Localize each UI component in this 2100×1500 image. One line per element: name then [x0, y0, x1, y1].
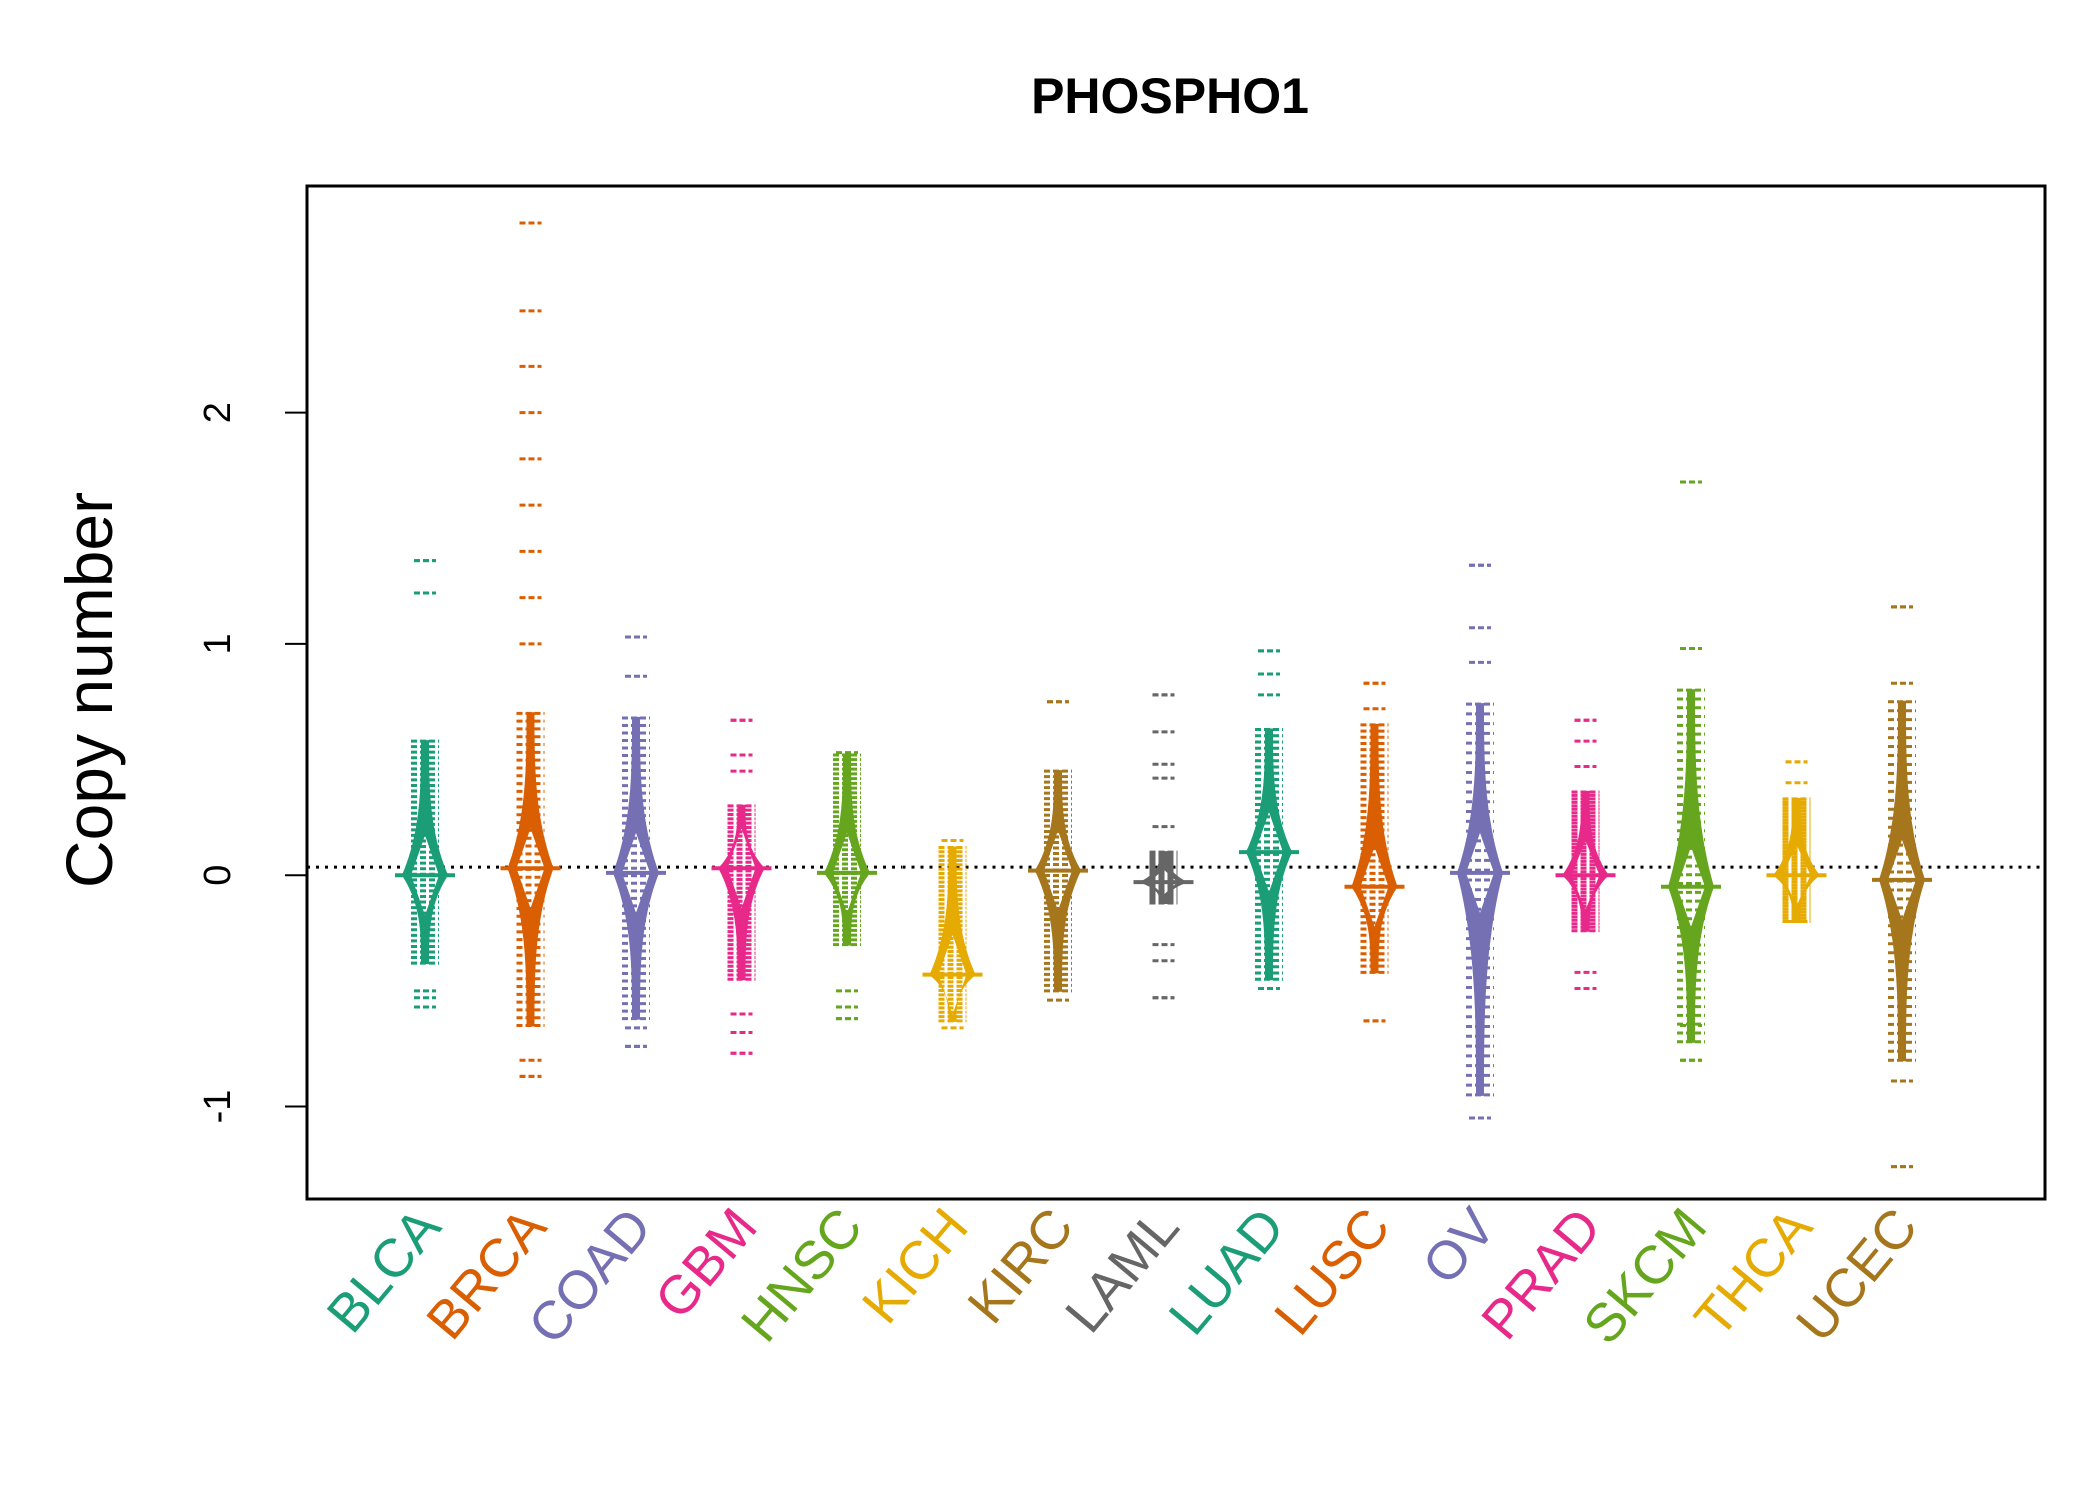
bean-brca — [500, 221, 561, 1078]
x-tick-label-ucec: UCEC — [1785, 1197, 1929, 1353]
y-tick-label: 2 — [197, 402, 239, 423]
y-tick-label: -1 — [197, 1090, 239, 1124]
bean-thca — [1766, 760, 1827, 923]
x-tick-label-lusc: LUSC — [1263, 1197, 1402, 1346]
x-tick-label-luad: LUAD — [1158, 1197, 1297, 1346]
bean-luad — [1239, 649, 1299, 991]
bean-prad — [1555, 718, 1616, 991]
bean-lusc — [1344, 681, 1405, 1023]
y-axis-label: Copy number — [52, 492, 126, 888]
bean-hnsc — [817, 751, 877, 1021]
plot-frame — [305, 184, 2047, 1201]
bean-kirc — [1028, 700, 1088, 1002]
bean-kich — [922, 839, 983, 1030]
x-tick-label-laml: LAML — [1054, 1197, 1191, 1344]
bean-ov — [1450, 563, 1510, 1120]
bean-ucec — [1872, 605, 1932, 1169]
bean-coad — [606, 635, 666, 1048]
y-tick-label: 1 — [197, 633, 239, 654]
y-tick-label: 0 — [197, 865, 239, 886]
bean-groups — [395, 221, 1932, 1169]
x-tick-label-kich: KICH — [851, 1197, 980, 1334]
x-tick-label-ov: OV — [1411, 1197, 1507, 1295]
chart-title: PHOSPHO1 — [1031, 68, 1309, 124]
bean-gbm — [711, 718, 772, 1055]
y-axis: -1 0 1 2 — [197, 402, 308, 1124]
bean-skcm — [1661, 480, 1721, 1062]
bean-blca — [395, 559, 455, 1009]
bean-laml — [1133, 693, 1194, 1000]
x-tick-label-hnsc: HNSC — [730, 1197, 874, 1353]
